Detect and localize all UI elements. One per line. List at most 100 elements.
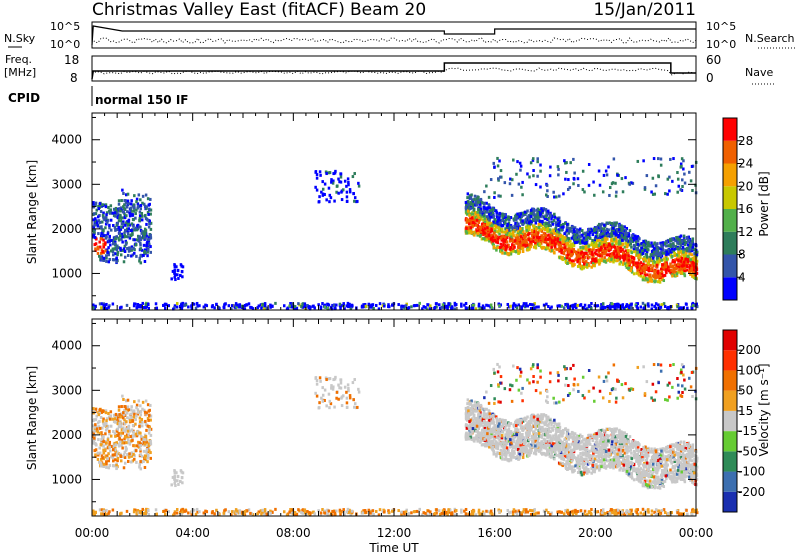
- power-cell: [611, 222, 614, 225]
- velocity-cell: [114, 417, 117, 420]
- velocity-cell: [108, 430, 111, 433]
- velocity-cell: [139, 448, 142, 451]
- power-cell: [498, 212, 501, 215]
- power-cell: [633, 250, 636, 253]
- power-cell: [321, 180, 324, 183]
- power-cell: [483, 237, 486, 240]
- power-cell: [501, 228, 504, 231]
- power-cell: [618, 234, 621, 237]
- power-cell: [531, 303, 534, 306]
- velocity-cell: [147, 513, 150, 516]
- nave-tick-bottom: 0: [706, 71, 714, 85]
- power-cell: [93, 224, 96, 227]
- power-cell: [147, 248, 150, 251]
- power-cell: [535, 306, 538, 309]
- velocity-cell: [447, 509, 450, 512]
- power-cell: [675, 236, 678, 239]
- power-cell: [177, 277, 180, 280]
- power-cell: [495, 234, 498, 237]
- power-cell: [172, 270, 175, 273]
- power-cell: [637, 248, 640, 251]
- power-cell: [164, 306, 167, 309]
- power-cell: [588, 163, 591, 166]
- power-cell: [346, 304, 349, 307]
- power-cell: [467, 210, 470, 213]
- power-cell: [502, 247, 505, 250]
- power-cell: [667, 265, 670, 268]
- power-cell: [176, 273, 179, 276]
- power-cell: [607, 228, 610, 231]
- power-cell: [618, 263, 621, 266]
- velocity-cell: [441, 512, 444, 515]
- power-cell: [341, 198, 344, 201]
- velocity-cell: [176, 508, 179, 511]
- power-cell: [649, 264, 652, 267]
- power-cell: [500, 237, 503, 240]
- power-cell: [98, 207, 101, 210]
- power-cell: [526, 229, 529, 232]
- power-cell: [623, 258, 626, 261]
- power-cell: [662, 252, 665, 255]
- power-cell: [545, 215, 548, 218]
- power-cell: [637, 243, 640, 246]
- power-cell: [492, 215, 495, 218]
- power-cell: [618, 224, 621, 227]
- power-cell: [566, 229, 569, 232]
- power-cell: [555, 248, 558, 251]
- velocity-cell: [685, 509, 688, 512]
- power-cell: [642, 278, 645, 281]
- power-cell: [318, 195, 321, 198]
- power-cell: [552, 191, 555, 194]
- velocity-cell: [107, 512, 110, 515]
- power-cell: [435, 302, 438, 305]
- power-cell: [689, 264, 692, 267]
- power-cell: [575, 252, 578, 255]
- power-cell: [514, 250, 517, 253]
- velocity-cell: [98, 461, 101, 464]
- power-cell: [100, 258, 103, 261]
- power-cell: [139, 247, 142, 250]
- power-cell: [567, 178, 570, 181]
- power-cell: [333, 200, 336, 203]
- power-cell: [522, 223, 525, 226]
- velocity-cell: [416, 510, 419, 513]
- power-cell: [102, 239, 105, 242]
- power-cell: [586, 238, 589, 241]
- power-cell: [655, 252, 658, 255]
- power-cell: [133, 194, 136, 197]
- power-cell: [124, 250, 127, 253]
- power-cell: [98, 241, 101, 244]
- power-cell: [239, 303, 242, 306]
- cpid-label: CPID: [8, 91, 40, 105]
- nsearch-label: N.Search: [745, 32, 795, 45]
- power-cell: [324, 183, 327, 186]
- power-cell: [607, 233, 610, 236]
- power-cell: [326, 307, 329, 310]
- power-cell: [666, 193, 669, 196]
- power-cell: [660, 259, 663, 262]
- power-cell: [536, 236, 539, 239]
- power-cell: [642, 258, 645, 261]
- velocity-cell: [346, 510, 349, 513]
- power-cell: [603, 256, 606, 259]
- power-cell: [562, 192, 565, 195]
- nsky-frame: [92, 22, 696, 48]
- power-cell: [119, 306, 122, 309]
- power-cell: [642, 252, 645, 255]
- power-cell: [351, 304, 354, 307]
- velocity-cell: [531, 509, 534, 512]
- power-cell: [314, 186, 317, 189]
- power-cell: [536, 157, 539, 160]
- power-cell: [670, 245, 673, 248]
- power-cell: [557, 168, 560, 171]
- power-cell: [346, 200, 349, 203]
- power-cell: [622, 190, 625, 193]
- power-cell: [122, 192, 125, 195]
- power-cell: [147, 303, 150, 306]
- power-cell: [536, 212, 539, 215]
- power-cell: [636, 251, 639, 254]
- power-cell: [369, 306, 372, 309]
- velocity-cell: [94, 449, 97, 452]
- power-cell: [607, 165, 610, 168]
